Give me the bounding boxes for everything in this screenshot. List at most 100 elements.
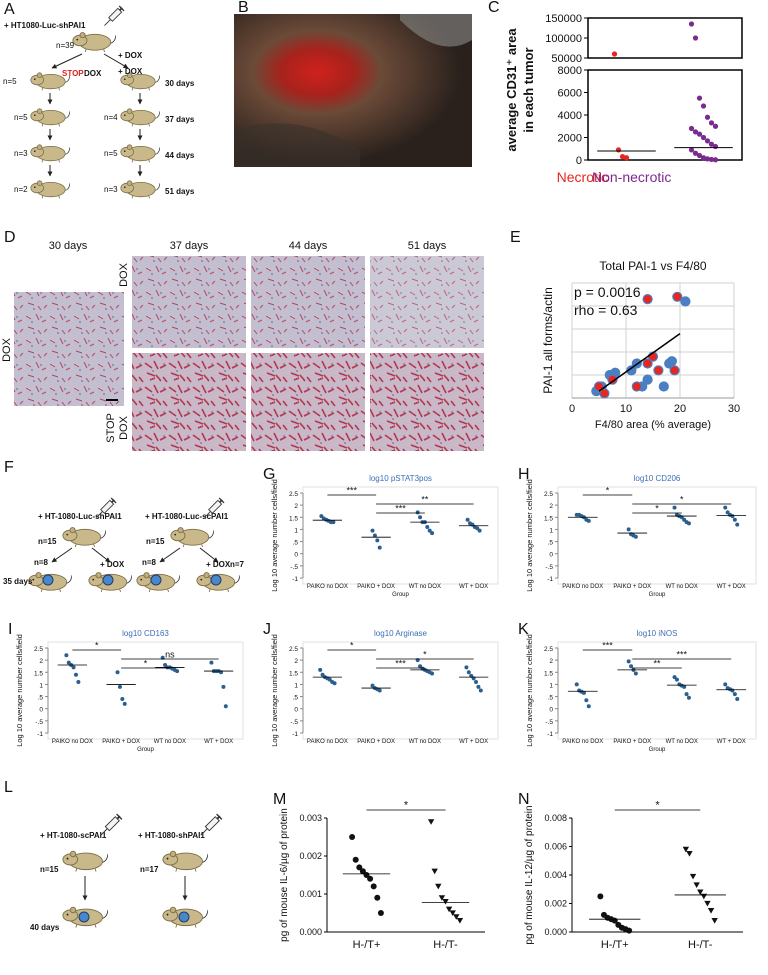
y-axis-label: in each tumor [521,47,536,132]
y-tick-label: 2.5 [289,646,298,653]
panel-l: L + HT-1080-scPAI1 + HT-1080-shPAI1 n=15… [4,779,224,932]
y-tick-label: .5 [293,540,299,547]
data-point [352,856,359,863]
chart-title: log10 Arginase [374,629,427,638]
data-point [574,682,579,687]
mouse-icon [62,850,108,872]
data-point [692,35,699,41]
data-point [438,895,446,901]
row-label: DOX [118,415,130,440]
row-label: DOX [1,337,13,362]
data-point [658,381,669,392]
data-point [686,695,691,700]
n-label: n=3 [14,149,28,158]
mouse-icon [120,144,160,163]
y-tick-label: 2 [294,503,298,510]
y-tick-label: 0 [576,155,582,167]
y-tick-label: 2 [549,503,553,510]
dox-label: + DOX [206,560,231,569]
arrow [51,547,73,563]
data-point [478,688,483,693]
day-label: 51 days [408,240,447,252]
x-axis-label: F4/80 area (% average) [595,419,711,431]
data-point [696,131,703,137]
data-point [735,522,740,527]
data-point [73,672,78,677]
data-point [674,677,679,682]
y-axis-label: average CD31⁺ area [504,28,519,152]
x-tick-label: WT no DOX [409,584,441,590]
data-point [700,155,707,161]
data-point [684,692,689,697]
n-label: n=2 [14,185,28,194]
data-point [712,123,719,129]
data-point [607,374,618,385]
data-point [332,681,337,686]
y-tick-label: 0 [294,707,298,714]
chart-title: Total PAI-1 vs F4/80 [599,259,706,273]
data-point [597,893,604,900]
data-point [370,528,375,533]
x-axis-label: Group [649,747,666,753]
significance-label: *** [676,650,687,660]
x-tick-label: WT + DOX [717,584,746,590]
data-point [682,846,690,853]
y-axis-label: Log 10 average number cells/field [270,479,279,592]
significance-label: ns [165,650,175,660]
data-point [688,125,695,132]
x-tick-label: PAIKO no DOX [562,584,603,590]
category-label: Non-necrotic [592,169,671,185]
row-label: DOX [118,262,130,287]
y-axis-label: Log 10 average number cells/field [270,634,279,747]
x-tick-label: H-/T- [688,939,713,951]
data-point [696,95,703,101]
x-tick-label: 30 [728,403,740,415]
mouse-icon [120,108,160,127]
plot-frame [302,486,499,585]
data-point [442,899,449,905]
x-tick-label: PAIKO + DOX [102,739,140,745]
y-tick-label: 1 [549,527,553,534]
dox-label: + DOX [100,560,125,569]
significance-label: *** [602,641,613,651]
x-tick-label: 0 [569,403,575,415]
data-point [599,388,610,399]
y-axis-label: Log 10 average number cells/field [15,634,24,747]
y-tick-label: .5 [38,695,44,702]
data-point [427,819,435,825]
y-tick-label: 1 [549,682,553,689]
n-label: n=5 [14,113,28,122]
syringe-icon [101,4,126,29]
data-point [327,677,332,682]
panel-letter: C [488,0,500,16]
data-point [708,120,715,126]
data-point [223,704,228,709]
significance-label: * [404,800,409,812]
data-point [619,154,626,160]
y-tick-label: 2.5 [289,491,298,498]
y-tick-label: 2000 [558,133,582,145]
data-point [712,157,719,163]
y-tick-label: 2.5 [544,646,553,653]
histology-image [370,256,484,348]
y-tick-label: 1 [294,527,298,534]
data-point [445,906,453,913]
data-point [367,875,374,882]
tumor-icon [178,911,190,923]
n-label: n=8 [34,558,49,567]
data-point [707,908,715,914]
data-point [629,664,634,669]
day-label: 44 days [289,240,328,252]
x-tick-label: WT + DOX [717,739,746,745]
y-tick-label: -1 [547,731,553,738]
data-point [611,51,618,57]
panel-letter: N [518,791,530,808]
data-point [692,129,699,135]
data-point [704,138,711,144]
data-point [476,684,481,689]
y-tick-label: 0.000 [299,927,322,937]
y-tick-label: 0.001 [299,889,322,899]
n-label: n=7 [230,560,245,569]
data-point [115,670,120,675]
y-tick-label: -1 [37,731,43,738]
